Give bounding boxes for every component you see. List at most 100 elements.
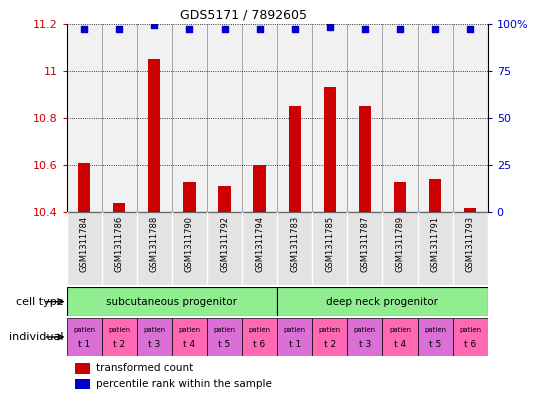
Bar [67,212,102,285]
Bar [242,318,277,356]
Text: t 4: t 4 [183,340,196,349]
Text: GSM1311787: GSM1311787 [360,216,369,272]
Point [431,26,439,32]
Text: t 3: t 3 [359,340,371,349]
Bar [172,24,207,212]
Bar [277,212,312,285]
Text: GSM1311794: GSM1311794 [255,216,264,272]
Text: t 1: t 1 [288,340,301,349]
Bar [453,318,488,356]
Text: t 5: t 5 [219,340,231,349]
Text: patien: patien [248,327,271,332]
Text: patien: patien [389,327,411,332]
Bar [382,212,417,285]
Point [326,24,334,31]
Text: subcutaneous progenitor: subcutaneous progenitor [107,297,237,307]
Bar [288,106,301,212]
Text: patien: patien [73,327,95,332]
Bar [312,212,348,285]
Text: t 3: t 3 [148,340,160,349]
Bar [277,318,312,356]
Bar [394,182,406,212]
Text: t 6: t 6 [254,340,266,349]
Text: patien: patien [424,327,446,332]
Text: patien: patien [319,327,341,332]
Bar [148,59,160,212]
Bar [102,212,137,285]
Bar [172,318,207,356]
Bar [207,24,242,212]
Bar [113,203,125,212]
Bar [102,318,137,356]
Bar [417,24,453,212]
Bar [137,24,172,212]
Bar [242,24,277,212]
Bar [67,24,102,212]
Text: individual: individual [10,332,64,342]
Bar [102,24,137,212]
Bar [67,287,277,316]
Text: GSM1311792: GSM1311792 [220,216,229,272]
Bar [254,165,266,212]
Bar [348,318,382,356]
Bar [453,212,488,285]
Text: GSM1311789: GSM1311789 [395,216,405,272]
Text: GSM1311788: GSM1311788 [150,216,159,272]
Point [185,26,193,32]
Bar [207,212,242,285]
Bar [207,318,242,356]
Text: patien: patien [179,327,200,332]
Text: patien: patien [284,327,306,332]
Bar [75,379,90,389]
Bar [453,24,488,212]
Text: GSM1311786: GSM1311786 [115,216,124,272]
Text: GSM1311784: GSM1311784 [79,216,88,272]
Bar [137,318,172,356]
Point [290,26,299,32]
Text: patien: patien [459,327,481,332]
Point [361,26,369,32]
Bar [172,212,207,285]
Bar [75,363,90,373]
Point [220,26,229,32]
Text: patien: patien [143,327,165,332]
Text: GSM1311791: GSM1311791 [431,216,440,272]
Bar [219,186,231,212]
Text: cell type: cell type [17,297,64,307]
Text: t 1: t 1 [78,340,90,349]
Text: patien: patien [213,327,236,332]
Text: t 5: t 5 [429,340,441,349]
Point [115,26,124,32]
Bar [137,212,172,285]
Text: t 2: t 2 [113,340,125,349]
Point [150,22,159,29]
Bar [242,212,277,285]
Title: GDS5171 / 7892605: GDS5171 / 7892605 [180,8,307,21]
Text: transformed count: transformed count [96,363,193,373]
Bar [348,212,382,285]
Text: GSM1311785: GSM1311785 [325,216,334,272]
Bar [324,87,336,212]
Bar [312,24,348,212]
Text: deep neck progenitor: deep neck progenitor [326,297,439,307]
Text: t 4: t 4 [394,340,406,349]
Text: GSM1311793: GSM1311793 [466,216,475,272]
Text: GSM1311783: GSM1311783 [290,216,299,272]
Bar [382,24,417,212]
Bar [67,318,102,356]
Text: percentile rank within the sample: percentile rank within the sample [96,379,272,389]
Bar [312,318,348,356]
Point [466,26,474,32]
Bar [417,318,453,356]
Text: patien: patien [354,327,376,332]
Bar [417,212,453,285]
Bar [464,208,477,212]
Text: GSM1311790: GSM1311790 [185,216,194,272]
Bar [277,287,488,316]
Bar [277,24,312,212]
Bar [78,163,90,212]
Bar [183,182,196,212]
Text: t 6: t 6 [464,340,477,349]
Bar [348,24,382,212]
Text: t 2: t 2 [324,340,336,349]
